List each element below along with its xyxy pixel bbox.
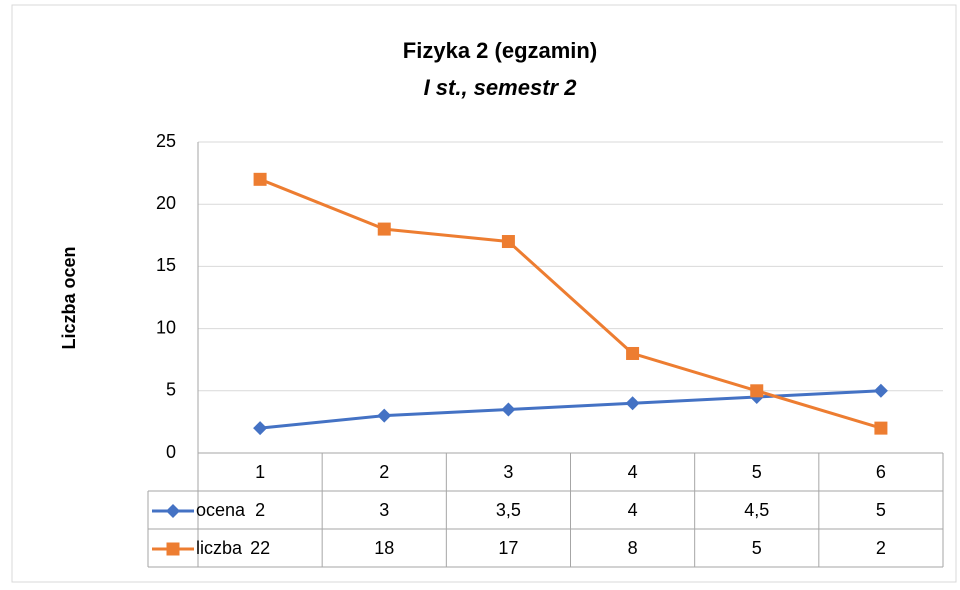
table-value: 2: [876, 538, 886, 558]
table-value: 17: [498, 538, 518, 558]
marker: [377, 408, 392, 423]
x-tick-label: 3: [503, 462, 513, 482]
x-tick-label: 6: [876, 462, 886, 482]
y-tick-label: 20: [156, 193, 176, 213]
x-tick-label: 5: [752, 462, 762, 482]
series-line: [259, 177, 882, 430]
marker: [750, 384, 764, 398]
y-tick-label: 10: [156, 317, 176, 337]
marker: [377, 222, 391, 236]
x-tick-label: 2: [379, 462, 389, 482]
marker: [253, 421, 268, 436]
marker: [626, 346, 640, 360]
table-value: 22: [250, 538, 270, 558]
legend-marker: [166, 542, 180, 556]
table-value: 3: [379, 500, 389, 520]
table-value: 4,5: [744, 500, 769, 520]
x-tick-label: 1: [255, 462, 265, 482]
table-value: 5: [752, 538, 762, 558]
marker: [501, 402, 516, 417]
legend-marker: [166, 504, 180, 518]
table-value: 18: [374, 538, 394, 558]
table-value: 2: [255, 500, 265, 520]
marker: [253, 172, 267, 186]
table-value: 5: [876, 500, 886, 520]
y-tick-label: 0: [166, 442, 176, 462]
table-value: 8: [628, 538, 638, 558]
chart-title: Fizyka 2 (egzamin): [403, 38, 597, 63]
chart-subtitle: I st., semestr 2: [424, 75, 578, 100]
table-value: 3,5: [496, 500, 521, 520]
marker: [874, 421, 888, 435]
legend-label: ocena: [196, 500, 246, 520]
marker: [501, 235, 515, 249]
legend-label: liczba: [196, 538, 243, 558]
table-value: 4: [628, 500, 638, 520]
marker: [873, 383, 888, 398]
y-tick-label: 15: [156, 255, 176, 275]
chart-frame: [11, 4, 957, 583]
marker: [625, 396, 640, 411]
y-tick-label: 25: [156, 131, 176, 151]
y-axis-label: Liczba ocen: [59, 246, 79, 349]
x-tick-label: 4: [628, 462, 638, 482]
y-tick-label: 5: [166, 380, 176, 400]
